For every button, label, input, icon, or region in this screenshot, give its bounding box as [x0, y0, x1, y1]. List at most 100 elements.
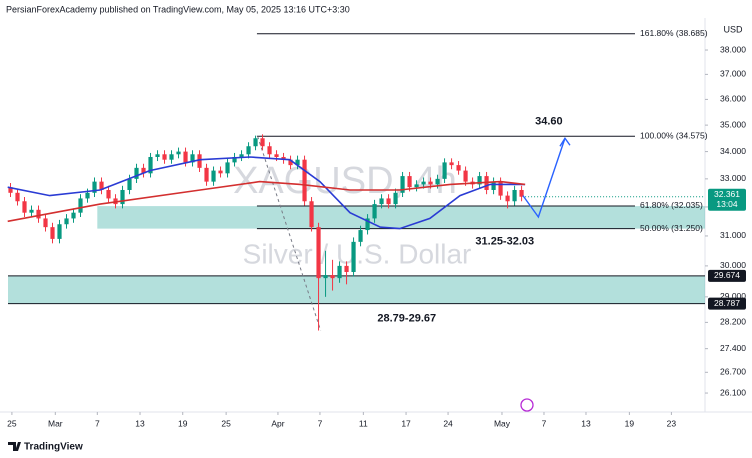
- x-tick-label: 19: [625, 418, 635, 428]
- candle-body: [281, 156, 286, 160]
- candle-body: [120, 189, 125, 205]
- candle-body: [316, 227, 321, 279]
- candle-body: [99, 181, 104, 190]
- candle-body: [407, 176, 412, 188]
- candle-body: [253, 138, 258, 147]
- candle-body: [8, 187, 13, 193]
- candle-body: [225, 162, 230, 174]
- x-tick-label: 17: [401, 418, 411, 428]
- y-tick-label: 36.000: [720, 94, 746, 104]
- candle-body: [85, 192, 90, 199]
- header: PersianForexAcademy published on Trading…: [6, 4, 350, 14]
- y-tick-label: 27.400: [720, 343, 746, 353]
- candle-body: [351, 241, 356, 272]
- price-tag-label: 29.674: [714, 270, 740, 280]
- last-price-label: 32.361: [714, 189, 740, 199]
- x-tick-label: 7: [318, 418, 323, 428]
- currency: USD: [723, 24, 743, 34]
- candle-body: [309, 201, 314, 228]
- candle-body: [36, 209, 41, 219]
- y-tick-label: 26.100: [720, 387, 746, 397]
- candle-body: [449, 162, 454, 166]
- candle-body: [190, 154, 195, 163]
- footer: TradingView: [24, 442, 83, 453]
- candle-body: [379, 198, 384, 205]
- fib-label: 50.00% (31.250): [640, 223, 703, 233]
- target-label: 34.60: [535, 116, 563, 128]
- candle-body: [29, 209, 34, 213]
- candle-body: [428, 181, 433, 185]
- candle-body: [477, 176, 482, 185]
- countdown: 13:04: [716, 199, 738, 209]
- candle-body: [148, 156, 153, 174]
- candle-body: [246, 146, 251, 155]
- candle-body: [393, 192, 398, 205]
- candle-body: [372, 204, 377, 219]
- candle-body: [386, 198, 391, 205]
- x-tick-label: 7: [95, 418, 100, 428]
- candle-body: [505, 195, 510, 202]
- candle-body: [267, 146, 272, 155]
- watermark-subtitle: Silver / U.S. Dollar: [243, 238, 472, 269]
- candle-body: [197, 154, 202, 168]
- price-tag: [708, 297, 746, 310]
- y-tick-label: 31.000: [720, 230, 746, 240]
- x-tick-label: May: [494, 418, 511, 428]
- candle-body: [22, 201, 27, 213]
- fib-anchor: [257, 136, 322, 331]
- candle-body: [512, 189, 517, 202]
- candle-body: [141, 167, 146, 174]
- candle-body: [204, 167, 209, 182]
- candle-body: [218, 170, 223, 174]
- zone-label: 28.79-29.67: [377, 312, 436, 324]
- candle-body: [456, 165, 461, 171]
- candle-body: [92, 181, 97, 193]
- candle-body: [15, 192, 20, 202]
- candle-body: [295, 159, 300, 166]
- candle-body: [442, 162, 447, 179]
- zone-label: 31.25-32.03: [475, 236, 534, 248]
- moving-average: [7, 156, 526, 230]
- candle-body: [435, 178, 440, 185]
- candle-body: [260, 138, 265, 147]
- candle-body: [498, 181, 503, 196]
- last-price-tag: [708, 188, 746, 211]
- tv-logo: TradingView: [8, 442, 83, 453]
- candle-body: [344, 265, 349, 272]
- candle-body: [176, 151, 181, 155]
- event-icon[interactable]: [520, 398, 534, 412]
- candle-body: [43, 218, 48, 228]
- candle-body: [71, 212, 76, 219]
- candle-body: [183, 151, 188, 163]
- candle-body: [78, 198, 83, 213]
- candle-body: [302, 159, 307, 202]
- candle-body: [414, 184, 419, 188]
- fib-label: 61.80% (32.035): [640, 200, 703, 210]
- y-tick-label: 28.200: [720, 317, 746, 327]
- candle-body: [365, 218, 370, 231]
- y-tick-label: 30.000: [720, 260, 746, 270]
- watermark-title: XAGUSD, 4h: [233, 160, 457, 202]
- x-tick-label: 19: [178, 418, 188, 428]
- x-tick-label: 25: [221, 418, 231, 428]
- x-tick-label: 23: [667, 418, 677, 428]
- candle-body: [57, 224, 62, 239]
- plot: 161.80% (38.685) 100.00% (34.575) 61.80% (…: [7, 28, 708, 331]
- y-tick-label: 37.000: [720, 69, 746, 79]
- x-tick-label: 13: [581, 418, 591, 428]
- candle-body: [421, 181, 426, 185]
- x-tick-label: Mar: [48, 418, 63, 428]
- fib-label: 161.80% (38.685): [640, 28, 708, 38]
- y-tick-label: 33.000: [720, 173, 746, 183]
- candle-body: [337, 265, 342, 279]
- candle-body: [134, 167, 139, 179]
- candle-body: [64, 218, 69, 225]
- x-tick-label: 11: [359, 418, 368, 428]
- candle-body: [323, 275, 328, 279]
- candle-body: [400, 176, 405, 193]
- candle-body: [288, 159, 293, 166]
- price-tag: [708, 269, 746, 282]
- y-tick-label: 34.000: [720, 146, 746, 156]
- candle-body: [239, 154, 244, 157]
